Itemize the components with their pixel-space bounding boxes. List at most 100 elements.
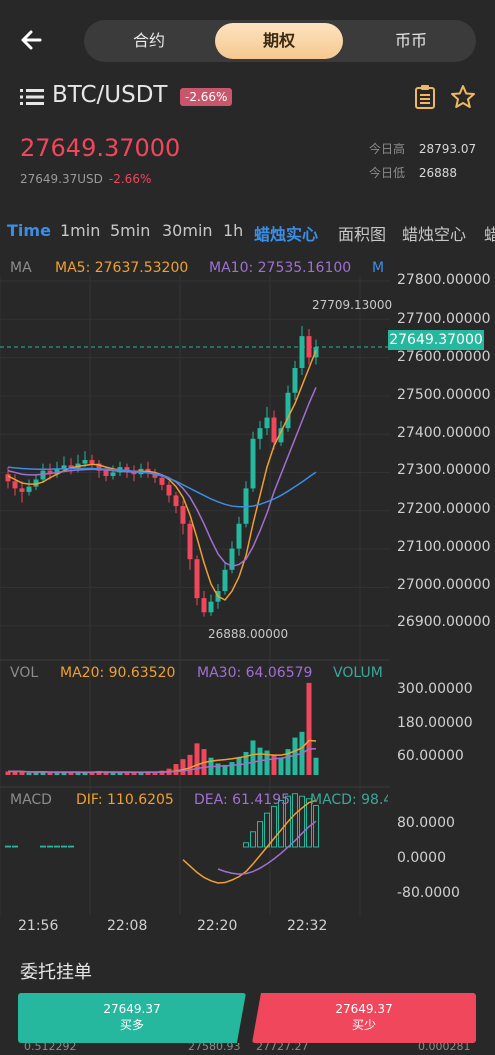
time-label-0: 21:56 <box>18 918 59 934</box>
volume-bar <box>54 772 60 775</box>
peek-c1: 0.512292 <box>24 1043 77 1053</box>
macd-bar <box>12 845 18 848</box>
vol-ma30-line <box>7 747 317 773</box>
interval-tabs: Time 1min 5min 30min 1h 蜡烛实心 面积图 蜡烛空心 蜡 <box>0 218 495 244</box>
tab-time[interactable]: Time <box>7 221 51 240</box>
high-value: 28793.07 <box>418 142 477 156</box>
volume-bar <box>229 762 235 775</box>
volume-bar <box>187 754 193 775</box>
volume-bar <box>75 772 81 775</box>
pair-name[interactable]: BTC/USDT <box>52 82 168 108</box>
tab-candle-solid[interactable]: 蜡烛实心 <box>254 225 319 244</box>
time-label-1: 22:08 <box>107 918 148 934</box>
volume-bar <box>61 772 67 775</box>
macd-bar <box>61 845 67 848</box>
macd-legend: MACD DIF: 110.6205 DEA: 61.4195 MACD: 98… <box>10 792 388 808</box>
volume-bar <box>222 764 228 775</box>
candle <box>96 463 102 471</box>
back-arrow-icon[interactable] <box>18 26 46 54</box>
volume-bar <box>138 771 144 775</box>
price-usd: 27649.37USD -2.66% <box>20 172 151 186</box>
vol-volume: VOLUM <box>333 665 383 681</box>
volume-bar <box>292 737 298 775</box>
time-label-2: 22:20 <box>197 918 238 934</box>
menu-list-icon[interactable] <box>20 86 44 108</box>
ma10-line <box>7 387 317 568</box>
buy-short-button[interactable]: 27649.37 买少 <box>252 993 476 1043</box>
volume-bar <box>131 772 137 775</box>
price-axis-0: 27800.00000 <box>397 272 491 288</box>
tab-area[interactable]: 面积图 <box>338 225 387 244</box>
macd-bar <box>299 795 305 848</box>
tab-30min[interactable]: 30min <box>162 221 213 240</box>
candle <box>187 523 193 560</box>
macd-value: MACD: 98.4 <box>310 792 388 808</box>
macd-axis-0: 80.0000 <box>397 815 455 831</box>
kline-chart[interactable] <box>0 255 495 945</box>
volume-bar <box>110 772 116 775</box>
candle <box>12 481 18 489</box>
volume-bar <box>152 771 158 775</box>
candle <box>40 470 46 480</box>
candle <box>103 470 109 476</box>
ma-legend: MA MA5: 27637.53200 MA10: 27535.16100 M <box>10 260 495 276</box>
candle <box>89 460 95 464</box>
tab-spot[interactable]: 币币 <box>394 31 427 50</box>
candle <box>208 601 214 613</box>
candle <box>124 467 130 471</box>
volume-bar <box>26 772 32 775</box>
candle <box>82 460 88 464</box>
star-favorite-icon[interactable] <box>450 84 476 110</box>
candle <box>26 486 32 492</box>
ma-extra: M <box>372 260 385 276</box>
sell-label: 买少 <box>351 1018 376 1032</box>
vol-axis-0: 300.00000 <box>397 681 473 697</box>
volume-bar <box>19 772 25 775</box>
volume-bar <box>124 772 130 775</box>
tab-more[interactable]: 蜡 <box>484 225 495 244</box>
volume-bar <box>306 682 312 775</box>
clipboard-icon[interactable] <box>413 84 437 110</box>
dea-line <box>217 820 317 875</box>
macd-bar <box>292 793 298 848</box>
low-annotation: 26888.00000 <box>208 627 289 641</box>
volume-bar <box>145 772 151 775</box>
volume-bar <box>271 754 277 775</box>
candle <box>33 479 39 487</box>
orderbook-peek-row: 0.512292 27580.93 27727.27 0.000281 <box>0 1043 495 1055</box>
volume-bar <box>103 772 109 775</box>
candle <box>47 470 53 475</box>
candle <box>173 495 179 507</box>
macd-bar <box>47 845 53 848</box>
dif-line <box>182 799 317 884</box>
tab-1min[interactable]: 1min <box>60 221 101 240</box>
candle <box>257 428 263 439</box>
macd-dea: DEA: 61.4195 <box>194 792 291 808</box>
tab-contract[interactable]: 合约 <box>132 31 165 50</box>
macd-axis-1: 0.0000 <box>397 850 446 866</box>
price-axis-1: 27700.00000 <box>397 311 491 327</box>
price-axis-7: 27100.00000 <box>397 539 491 555</box>
price-axis-3: 27500.00000 <box>397 387 491 403</box>
candle <box>264 417 270 429</box>
volume-bar <box>5 771 11 775</box>
buy-long-button[interactable]: 27649.37 买多 <box>18 993 246 1043</box>
tab-candle-hollow[interactable]: 蜡烛空心 <box>402 225 467 244</box>
volume-bar <box>68 771 74 775</box>
price-axis-2: 27600.00000 <box>397 349 491 365</box>
tab-5min[interactable]: 5min <box>110 221 151 240</box>
volume-bar <box>117 772 123 775</box>
tab-1h[interactable]: 1h <box>223 221 244 240</box>
price-axis-6: 27200.00000 <box>397 501 491 517</box>
usd-change: -2.66% <box>108 172 152 186</box>
price-axis-4: 27400.00000 <box>397 425 491 441</box>
tab-options[interactable]: 期权 <box>215 23 343 59</box>
macd-bar <box>306 798 312 848</box>
candle <box>166 484 172 496</box>
price-axis-8: 27000.00000 <box>397 577 491 593</box>
candle <box>285 392 291 429</box>
volume-bar <box>250 740 256 775</box>
volume-bar <box>285 749 291 775</box>
candle <box>222 569 228 592</box>
macd-label: MACD <box>10 792 52 808</box>
